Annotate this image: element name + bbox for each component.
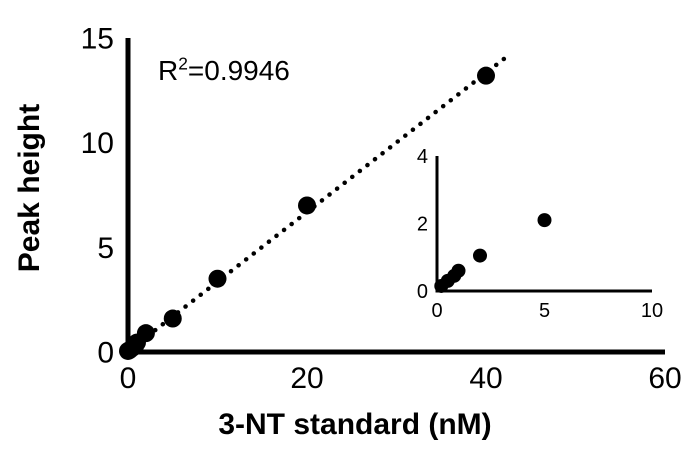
inset-plot-data-point xyxy=(537,213,552,228)
r-squared-exponent: 2 xyxy=(178,53,188,74)
main-plot-data-point xyxy=(136,324,155,343)
main-plot-y-tick-label: 0 xyxy=(97,337,114,370)
main-plot-x-tick-label: 40 xyxy=(469,362,502,395)
main-plot-x-tick-label: 20 xyxy=(290,362,323,395)
y-axis-title: Peak height xyxy=(13,103,46,273)
trendline-dotted xyxy=(130,56,507,351)
main-plot-x-tick-label: 60 xyxy=(648,362,681,395)
inset-plot-y-tick-label: 0 xyxy=(417,281,428,303)
x-axis-title: 3-NT standard (nM) xyxy=(218,408,492,441)
main-plot-data-point xyxy=(163,309,182,328)
main-plot-y-tick-label: 5 xyxy=(97,232,114,265)
inset-plot-y-tick-label: 2 xyxy=(417,214,428,236)
r-squared-annotation: R2=0.9946 xyxy=(158,55,290,87)
r-squared-value: =0.9946 xyxy=(187,55,290,86)
inset-plot-data-point xyxy=(451,263,466,278)
main-plot-x-tick-label: 0 xyxy=(120,362,137,395)
main-plot-y-tick-label: 15 xyxy=(81,23,114,56)
main-plot-y-tick-label: 10 xyxy=(81,127,114,160)
main-plot-data-point xyxy=(477,66,495,85)
inset-plot-y-tick-label: 4 xyxy=(417,146,428,168)
inset-plot-x-tick-label: 0 xyxy=(431,300,442,322)
r-squared-base: R xyxy=(158,55,179,86)
inset-plot-x-tick-label: 10 xyxy=(641,300,663,322)
inset-plot-data-point xyxy=(473,248,487,263)
main-plot-data-point xyxy=(298,196,316,215)
inset-plot-x-tick-label: 5 xyxy=(539,300,550,322)
main-plot-data-point xyxy=(208,269,227,288)
